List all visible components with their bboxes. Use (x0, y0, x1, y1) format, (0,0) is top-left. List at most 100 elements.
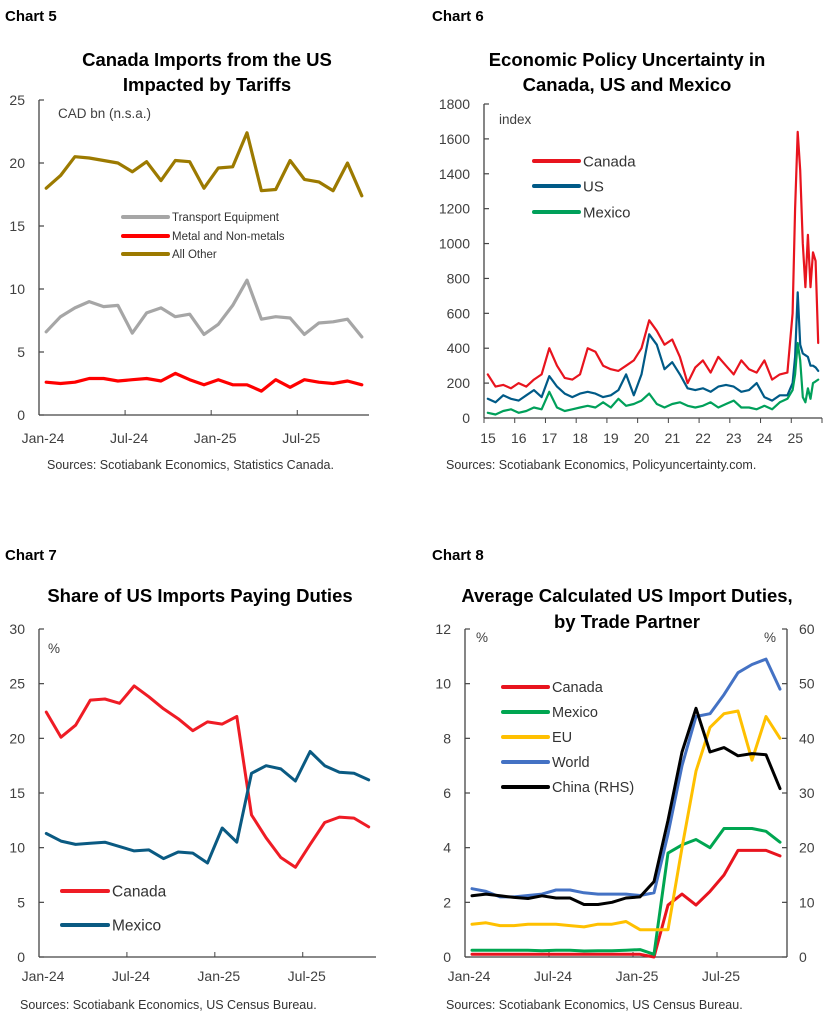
y-tick-label: 6 (443, 785, 451, 801)
x-tick-label: Jul-25 (702, 968, 740, 984)
y2-tick-label: 10 (799, 894, 815, 910)
chart-8: Chart 8 Average Calculated US Import Dut… (432, 547, 815, 1012)
y-tick-label: 20 (9, 730, 25, 746)
unit-label: % (48, 641, 60, 656)
y-tick-label: 5 (17, 344, 25, 360)
source-note: Sources: Scotiabank Economics, Statistic… (47, 458, 334, 472)
y-tick-label: 8 (443, 730, 451, 746)
unit-label-left: % (476, 630, 488, 645)
y-tick-label: 0 (443, 949, 451, 965)
chart-title-line-1: Canada Imports from the US (82, 49, 332, 70)
x-tick-label: 19 (603, 430, 619, 446)
unit-label: CAD bn (n.s.a.) (58, 106, 151, 121)
unit-label-right: % (764, 630, 776, 645)
x-tick-label: 16 (511, 430, 527, 446)
y-tick-label: 4 (443, 840, 451, 856)
y-tick-label: 12 (435, 621, 451, 637)
legend-label: Canada (583, 153, 636, 170)
legend-label: China (RHS) (552, 780, 634, 796)
y-tick-label: 0 (17, 407, 25, 423)
chart-7: Chart 7 Share of US Imports Paying Dutie… (5, 547, 376, 1012)
y-tick-label: 1800 (439, 96, 470, 112)
y-tick-label: 10 (9, 281, 25, 297)
series-line-metal-and-non-metals (44, 371, 364, 393)
y-tick-label: 400 (447, 340, 471, 356)
legend-label: EU (552, 730, 572, 746)
y-tick-label: 800 (447, 270, 471, 286)
chart-title-line-1: Economic Policy Uncertainty in (489, 49, 766, 70)
x-tick-label: Jan-24 (22, 968, 65, 984)
x-tick-label: Jan-25 (616, 968, 659, 984)
y-tick-label: 2 (443, 894, 451, 910)
legend-label: Mexico (112, 918, 161, 935)
y2-tick-label: 60 (799, 621, 815, 637)
y-tick-label: 25 (9, 676, 25, 692)
legend-label: Transport Equipment (172, 212, 280, 224)
y-tick-label: 10 (9, 840, 25, 856)
chart-label: Chart 7 (5, 547, 57, 564)
y-tick-label: 1000 (439, 236, 470, 252)
y-tick-label: 5 (17, 894, 25, 910)
x-tick-label: Jul-24 (534, 968, 572, 984)
legend-label: Mexico (583, 204, 631, 221)
y-tick-label: 10 (435, 676, 451, 692)
x-tick-label: 15 (480, 430, 496, 446)
y-tick-label: 600 (447, 305, 471, 321)
chart-label: Chart 6 (432, 8, 484, 25)
y-tick-label: 1600 (439, 131, 470, 147)
y2-tick-label: 50 (799, 676, 815, 692)
chart-title: Share of US Imports Paying Duties (47, 585, 352, 606)
source-note: Sources: Scotiabank Economics, US Census… (446, 998, 743, 1012)
x-tick-label: Jan-24 (448, 968, 491, 984)
x-tick-label: Jan-25 (197, 968, 240, 984)
legend-label: World (552, 755, 590, 771)
legend-label: Canada (112, 884, 167, 901)
x-tick-label: 17 (542, 430, 558, 446)
series-line-canada (486, 130, 820, 390)
x-tick-label: Jul-24 (110, 430, 148, 446)
y-tick-label: 15 (9, 218, 25, 234)
legend-label: US (583, 178, 604, 195)
y-tick-label: 0 (17, 949, 25, 965)
y-tick-label: 1400 (439, 166, 470, 182)
source-note: Sources: Scotiabank Economics, US Census… (20, 998, 317, 1012)
source-note: Sources: Scotiabank Economics, Policyunc… (446, 458, 756, 472)
series-line-all-other (44, 131, 364, 198)
chart-label: Chart 5 (5, 8, 57, 25)
x-tick-label: 18 (572, 430, 588, 446)
series-line-us (486, 291, 820, 404)
x-tick-label: 22 (695, 430, 711, 446)
y-tick-label: 20 (9, 155, 25, 171)
x-tick-label: Jan-24 (22, 430, 65, 446)
x-tick-label: Jul-24 (112, 968, 150, 984)
series-line-eu (470, 709, 782, 932)
x-tick-label: 25 (787, 430, 803, 446)
x-tick-label: 23 (726, 430, 742, 446)
chart-title-line-2: by Trade Partner (554, 611, 700, 632)
chart-5: Chart 5 Canada Imports from the US Impac… (5, 8, 369, 472)
series-line-canada (470, 848, 782, 959)
series-line-mexico (44, 750, 371, 865)
legend-label: Mexico (552, 705, 598, 721)
series-line-transport-equipment (44, 278, 364, 339)
y-tick-label: 25 (9, 92, 25, 108)
y-tick-label: 1200 (439, 201, 470, 217)
series-line-mexico (470, 827, 782, 956)
y2-tick-label: 20 (799, 840, 815, 856)
legend-label: Metal and Non-metals (172, 231, 285, 243)
y2-tick-label: 0 (799, 949, 807, 965)
legend-label: All Other (172, 249, 217, 261)
chart-label: Chart 8 (432, 547, 484, 564)
unit-label: index (499, 112, 532, 127)
x-tick-label: 24 (757, 430, 773, 446)
x-tick-label: Jul-25 (282, 430, 320, 446)
chart-title-line-2: Canada, US and Mexico (523, 74, 732, 95)
x-tick-label: Jul-25 (288, 968, 326, 984)
chart-title-line-1: Average Calculated US Import Duties, (461, 585, 792, 606)
x-tick-label: Jan-25 (194, 430, 237, 446)
x-tick-label: 20 (634, 430, 650, 446)
legend-label: Canada (552, 680, 604, 696)
chart-6: Chart 6 Economic Policy Uncertainty in C… (432, 8, 823, 472)
series-line-canada (44, 684, 371, 869)
